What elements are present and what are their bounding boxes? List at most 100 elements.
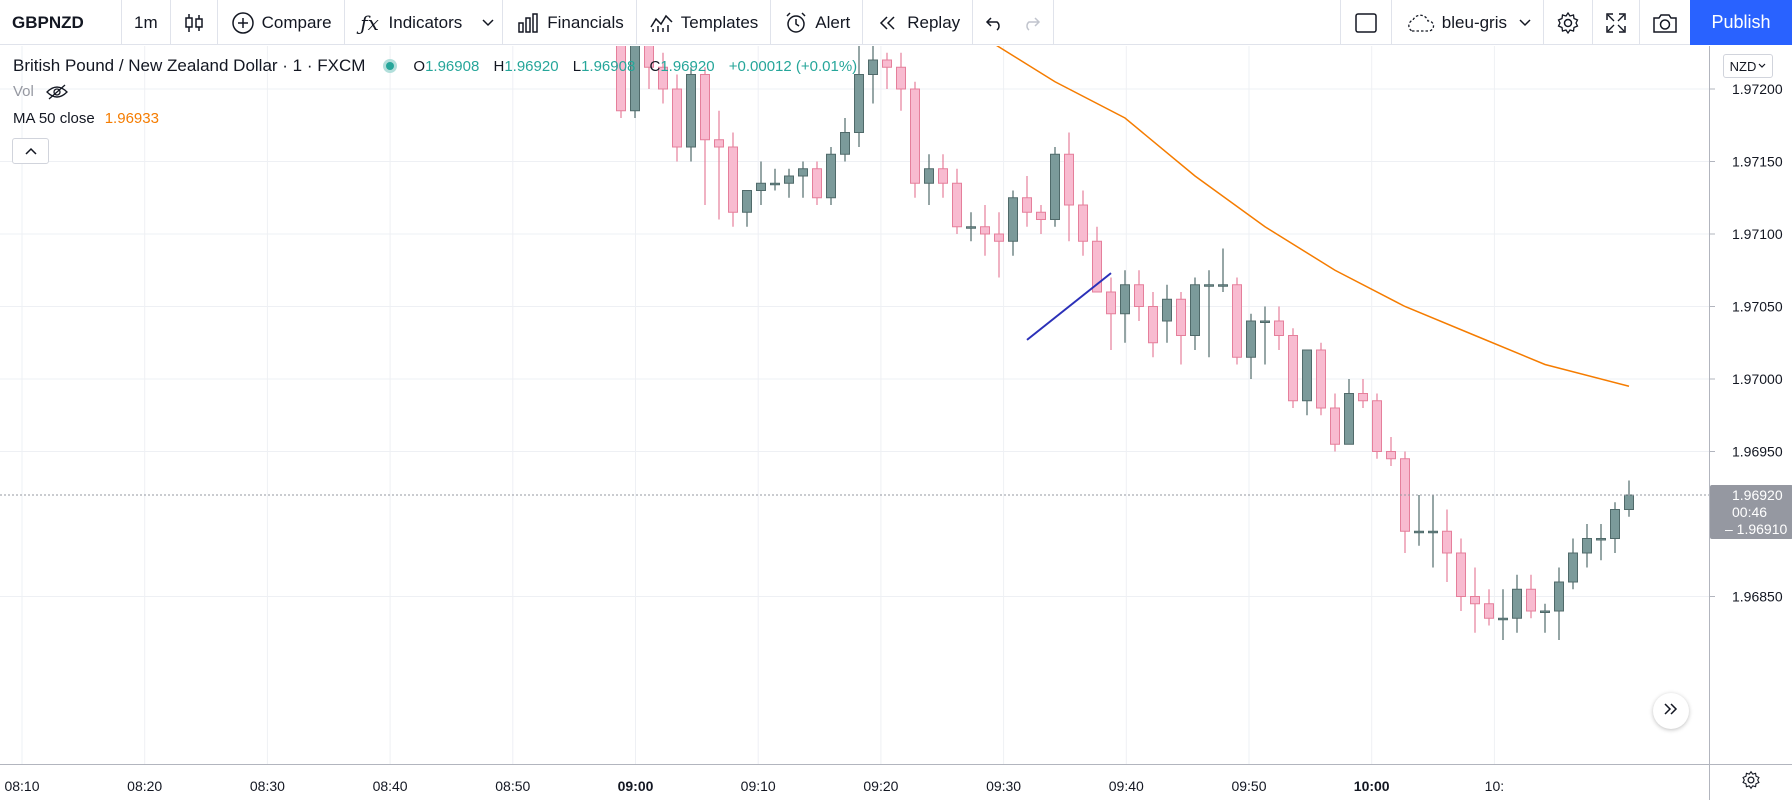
layout-name-button[interactable]: bleu-gris: [1392, 0, 1544, 45]
scroll-to-realtime-button[interactable]: [1653, 693, 1689, 729]
candle-body: [1064, 153, 1074, 206]
plus-circle-icon: [230, 10, 256, 36]
layout-toggle-button[interactable]: [1341, 0, 1392, 45]
candle-up: [1120, 270, 1130, 343]
time-label: 09:40: [1109, 778, 1144, 794]
candle-up: [1260, 306, 1270, 365]
candle-body: [854, 74, 864, 133]
candle-body: [1540, 610, 1550, 613]
candle-up: [1610, 502, 1620, 553]
candle-up: [1050, 147, 1060, 227]
chevron-down-icon: [1519, 18, 1531, 27]
time-label: 09:20: [863, 778, 898, 794]
candle-down: [1386, 437, 1396, 466]
candle-body: [980, 226, 990, 235]
collapse-legend-button[interactable]: [12, 138, 49, 164]
candle-body: [1386, 451, 1396, 460]
candle-body: [672, 88, 682, 148]
candle-up: [1568, 538, 1578, 590]
market-status-icon[interactable]: [383, 59, 398, 73]
ma-label: MA 50 close: [13, 110, 95, 127]
interval-button[interactable]: 1m: [122, 0, 171, 45]
candle-up: [686, 67, 696, 162]
candle-body: [1050, 153, 1060, 220]
bar-chart-icon: [515, 10, 541, 36]
fullscreen-button[interactable]: [1593, 0, 1640, 45]
candle-down: [952, 168, 962, 234]
candle-down: [1442, 509, 1452, 582]
replay-button[interactable]: Replay: [863, 0, 974, 45]
candle-down: [1036, 205, 1046, 234]
layout-name-label: bleu-gris: [1441, 12, 1507, 32]
undo-button[interactable]: [973, 0, 1013, 45]
symbol-search[interactable]: GBPNZD: [0, 0, 122, 45]
last-price-box: [1710, 485, 1792, 539]
candles: [616, 46, 1634, 640]
indicators-dropdown[interactable]: [474, 0, 504, 45]
interval-label: 1m: [134, 12, 158, 32]
publish-button[interactable]: Publish: [1690, 0, 1792, 45]
financials-button[interactable]: Financials: [503, 0, 637, 45]
alert-button[interactable]: Alert: [771, 0, 864, 45]
chart-pane[interactable]: British Pound / New Zealand Dollar · 1 ·…: [0, 46, 1709, 764]
chart-type-button[interactable]: [171, 0, 218, 45]
candle-body: [1092, 240, 1102, 293]
redo-button[interactable]: [1013, 0, 1055, 45]
templates-button[interactable]: Templates: [637, 0, 772, 45]
chevron-down-icon: [1758, 63, 1766, 69]
time-axis-scale[interactable]: 08:10 08:20 08:30 08:40 08:50 09:00 09:10 09:20…: [0, 765, 1709, 800]
candle-body: [700, 74, 710, 141]
candle-up: [1512, 574, 1522, 633]
candle-body: [1120, 284, 1130, 315]
legend-volume[interactable]: Vol: [13, 83, 68, 100]
top-toolbar: GBPNZD 1m Compare ƒx Indicators Financia…: [0, 0, 1792, 45]
eye-hidden-icon[interactable]: [45, 84, 68, 100]
indicators-button[interactable]: ƒx Indicators: [345, 0, 475, 45]
candle-up: [826, 147, 836, 205]
snapshot-button[interactable]: [1640, 0, 1690, 45]
legend-ma[interactable]: MA 50 close 1.96933: [13, 110, 159, 127]
series-title[interactable]: British Pound / New Zealand Dollar · 1 ·…: [13, 56, 366, 75]
trend-line-drawing[interactable]: [1026, 272, 1112, 341]
candle-up: [840, 118, 850, 162]
currency-button[interactable]: NZD: [1723, 54, 1773, 78]
candle-up: [1428, 495, 1438, 568]
candle-down: [1470, 567, 1480, 633]
candle-body: [1344, 393, 1354, 445]
candle-body: [966, 226, 976, 229]
candle-body: [1106, 291, 1116, 315]
candle-body: [938, 168, 948, 184]
candle-body: [1526, 588, 1536, 612]
candle-up: [770, 168, 780, 191]
settings-button[interactable]: [1544, 0, 1593, 45]
candle-up: [1414, 495, 1424, 546]
candle-down: [1134, 270, 1144, 321]
candle-down: [644, 46, 654, 89]
candle-body: [1512, 588, 1522, 619]
candle-body: [1456, 552, 1466, 597]
ma-50-line: [996, 46, 1630, 387]
cloud-icon: [1404, 10, 1436, 36]
trend-line[interactable]: [1026, 272, 1112, 341]
candle-up: [1190, 277, 1200, 350]
compare-button[interactable]: Compare: [218, 0, 345, 45]
candle-body: [658, 66, 668, 90]
double-chevron-right-icon: [1664, 702, 1678, 720]
candle-down: [1106, 277, 1116, 350]
candle-up: [1582, 524, 1592, 568]
candle-up: [1246, 313, 1256, 379]
price-label: 1.96950: [1732, 444, 1783, 460]
candle-down: [1148, 292, 1158, 358]
chevron-down-icon: [482, 18, 494, 27]
candle-body: [1358, 393, 1368, 402]
price-axis-scale[interactable]: 1.97200 1.97150 1.97100 1.97050 1.97000 1.969…: [1710, 46, 1792, 764]
time-axis[interactable]: 08:10 08:20 08:30 08:40 08:50 09:00 09:10 09:20…: [0, 764, 1709, 800]
axis-settings-button[interactable]: [1709, 764, 1792, 800]
candle-body: [1414, 530, 1424, 534]
price-chart[interactable]: [0, 46, 1709, 764]
price-axis[interactable]: 1.97200 1.97150 1.97100 1.97050 1.97000 1.969…: [1709, 46, 1792, 764]
price-label: 1.96850: [1732, 589, 1783, 605]
candle-up: [756, 161, 766, 205]
candle-body: [910, 88, 920, 184]
fullscreen-icon: [1605, 12, 1627, 34]
